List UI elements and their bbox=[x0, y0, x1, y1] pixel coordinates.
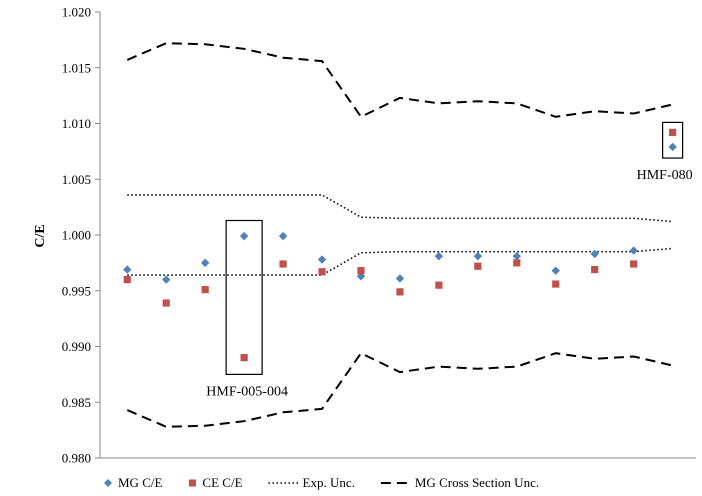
ce-ce-point bbox=[279, 260, 287, 268]
annotation-box-hmf-005-004 bbox=[225, 219, 263, 375]
y-axis-title: C/E bbox=[33, 224, 48, 247]
ce-ce-point bbox=[357, 267, 365, 275]
y-tick-label: 0.990 bbox=[62, 339, 91, 354]
legend-swatch-square bbox=[188, 479, 196, 487]
y-tick-label: 1.020 bbox=[62, 5, 91, 20]
legend-item-mg-xs-unc: MG Cross Section Unc. bbox=[380, 475, 539, 490]
mg-ce-point bbox=[629, 246, 638, 255]
ce-ce-point bbox=[474, 262, 482, 270]
annotation-box-hmf-080 bbox=[662, 121, 684, 159]
y-tick-label: 1.000 bbox=[62, 228, 91, 243]
ce-ce-point bbox=[318, 268, 326, 276]
ce-ce-point bbox=[513, 259, 521, 267]
mg-ce-point bbox=[590, 249, 599, 259]
mg-ce-point bbox=[239, 231, 249, 241]
mg-ce-point bbox=[473, 251, 483, 261]
legend-label: Exp. Unc. bbox=[303, 475, 355, 490]
annotation-label-hmf-080: HMF-080 bbox=[637, 168, 693, 183]
y-tick-label: 0.985 bbox=[62, 395, 91, 410]
mg-xs-unc-line-lower bbox=[126, 351, 673, 428]
mg-ce-point bbox=[512, 251, 522, 261]
ce-ce-point bbox=[630, 260, 638, 268]
data-markers bbox=[123, 128, 677, 362]
y-tick-labels: 0.980 0.985 0.990 0.995 1.000 1.005 1.010 1.015… bbox=[62, 5, 91, 466]
ce-ce-point bbox=[396, 288, 404, 296]
mg-ce-point bbox=[278, 231, 288, 241]
legend: MG C/E CE C/E Exp. Unc. MG Cross Section Un… bbox=[104, 475, 539, 490]
legend-item-exp-unc: Exp. Unc. bbox=[268, 475, 355, 490]
legend-item-mg-ce: MG C/E bbox=[104, 475, 162, 490]
ce-ce-point bbox=[123, 276, 131, 284]
uncertainty-lines bbox=[126, 42, 673, 428]
ce-ce-point bbox=[201, 286, 209, 294]
legend-label: MG C/E bbox=[118, 475, 162, 490]
y-tick-label: 1.015 bbox=[62, 60, 91, 75]
y-tick-label: 1.010 bbox=[62, 116, 91, 131]
y-tick-label: 0.980 bbox=[62, 451, 91, 466]
ce-ce-point bbox=[162, 299, 170, 307]
ce-ce-point bbox=[591, 265, 599, 274]
mg-ce-point bbox=[162, 275, 171, 284]
mg-ce-point bbox=[200, 258, 210, 268]
legend-item-ce-ce: CE C/E bbox=[188, 475, 243, 490]
legend-swatch-diamond bbox=[104, 479, 112, 487]
mg-ce-point bbox=[551, 266, 560, 275]
exp-unc-line-lower bbox=[127, 247, 673, 276]
ce-ce-point bbox=[669, 128, 677, 137]
exp-unc-line-upper bbox=[127, 194, 673, 223]
mg-ce-point bbox=[317, 255, 327, 264]
mg-ce-point bbox=[668, 142, 677, 152]
mg-ce-point bbox=[434, 251, 444, 261]
mg-ce-point bbox=[123, 265, 132, 274]
legend-label: CE C/E bbox=[202, 475, 242, 490]
mg-ce-point bbox=[395, 274, 405, 283]
y-tick-label: 1.005 bbox=[62, 172, 91, 187]
annotations: HMF-005-004 HMF-080 bbox=[206, 121, 693, 399]
annotation-label-hmf-005-004: HMF-005-004 bbox=[206, 384, 288, 399]
ce-ce-point bbox=[435, 281, 443, 289]
plot-axes bbox=[95, 11, 696, 459]
y-tick-label: 0.995 bbox=[62, 283, 91, 298]
ce-ce-point bbox=[240, 354, 248, 362]
mg-xs-unc-line-upper bbox=[126, 42, 673, 119]
legend-label: MG Cross Section Unc. bbox=[415, 475, 539, 490]
ce-ce-point bbox=[552, 280, 560, 288]
